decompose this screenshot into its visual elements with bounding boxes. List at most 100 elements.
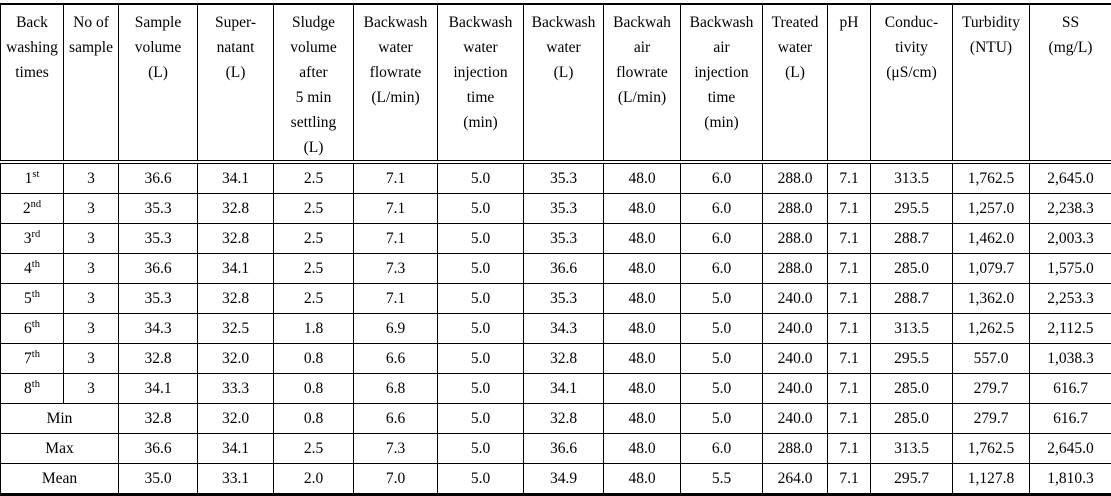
cell-backwash-water-injection-time: 5.0 bbox=[437, 283, 524, 314]
cell-ph: 7.1 bbox=[827, 193, 871, 224]
cell-backwash-air-injection-time: 5.0 bbox=[680, 373, 763, 404]
cell-supernatant: 32.8 bbox=[197, 193, 274, 224]
cell-sludge-volume-after-settling: 0.8 bbox=[273, 373, 354, 404]
cell-supernatant: 34.1 bbox=[197, 161, 274, 194]
cell-treated-water: 240.0 bbox=[762, 343, 828, 374]
column-header-sludge-volume-after-settling: Sludge volume after 5 min settling (L) bbox=[273, 3, 354, 164]
cell-no-of-sample: 3 bbox=[63, 373, 119, 404]
ordinal-number: 1 bbox=[24, 169, 33, 187]
cell-turbidity: 1,762.5 bbox=[952, 161, 1030, 194]
column-header-supernatant: Super- natant (L) bbox=[197, 3, 274, 164]
ordinal-number: 8 bbox=[24, 379, 32, 397]
cell-backwash-air-injection-time: 6.0 bbox=[680, 253, 763, 284]
cell-conductivity: 295.5 bbox=[870, 343, 953, 374]
column-header-sample-volume: Sample volume (L) bbox=[118, 3, 198, 164]
column-header-treated-water: Treated water (L) bbox=[762, 3, 828, 164]
cell-backwash-water: 32.8 bbox=[523, 403, 604, 434]
cell-backwash-air-injection-time: 6.0 bbox=[680, 433, 763, 464]
cell-backwash-water-injection-time: 5.0 bbox=[437, 403, 524, 434]
column-header-ss: SS (mg/L) bbox=[1029, 3, 1111, 164]
table-row-4th: 4th 3 36.6 34.1 2.5 7.3 5.0 36.6 48.0 6.0 288.0 7.1… bbox=[0, 253, 1111, 284]
cell-ph: 7.1 bbox=[827, 313, 871, 344]
column-header-backwash-air-injection-time: Backwash air injection time (min) bbox=[680, 3, 763, 164]
cell-sample-volume: 35.3 bbox=[118, 223, 198, 254]
table-data-body: 1st 3 36.6 34.1 2.5 7.1 5.0 35.3 48.0 6.0 288.0 7.1… bbox=[0, 161, 1111, 404]
ordinal-suffix: th bbox=[31, 288, 40, 300]
cell-ss: 2,003.3 bbox=[1029, 223, 1111, 254]
row-label-backwashing-time: 8th bbox=[0, 373, 64, 404]
cell-backwash-water-flowrate: 6.6 bbox=[353, 403, 438, 434]
cell-backwash-air-flowrate: 48.0 bbox=[603, 223, 681, 254]
cell-no-of-sample: 3 bbox=[63, 343, 119, 374]
ordinal-suffix: th bbox=[31, 348, 40, 360]
cell-ss: 616.7 bbox=[1029, 403, 1111, 434]
column-header-conductivity: Conduc- tivity (μS/cm) bbox=[870, 3, 953, 164]
cell-backwash-air-injection-time: 5.5 bbox=[680, 463, 763, 495]
cell-treated-water: 288.0 bbox=[762, 223, 828, 254]
row-label-backwashing-time: 2nd bbox=[0, 193, 64, 224]
cell-ss: 2,645.0 bbox=[1029, 433, 1111, 464]
cell-turbidity: 1,079.7 bbox=[952, 253, 1030, 284]
cell-ss: 2,238.3 bbox=[1029, 193, 1111, 224]
column-header-backwash-air-flowrate: Backwah air flowrate (L/min) bbox=[603, 3, 681, 164]
cell-supernatant: 34.1 bbox=[197, 253, 274, 284]
cell-backwash-water-flowrate: 7.3 bbox=[353, 433, 438, 464]
cell-sludge-volume-after-settling: 2.5 bbox=[273, 283, 354, 314]
cell-backwash-air-flowrate: 48.0 bbox=[603, 403, 681, 434]
cell-sludge-volume-after-settling: 2.5 bbox=[273, 253, 354, 284]
cell-no-of-sample: 3 bbox=[63, 193, 119, 224]
summary-row-min: Min 32.8 32.0 0.8 6.6 5.0 32.8 48.0 5.0 240.0 7.1 2… bbox=[0, 403, 1111, 434]
ordinal-suffix: th bbox=[31, 258, 40, 270]
cell-sludge-volume-after-settling: 2.5 bbox=[273, 433, 354, 464]
cell-treated-water: 240.0 bbox=[762, 283, 828, 314]
cell-backwash-water: 34.9 bbox=[523, 463, 604, 495]
cell-ph: 7.1 bbox=[827, 283, 871, 314]
cell-conductivity: 313.5 bbox=[870, 433, 953, 464]
cell-backwash-air-flowrate: 48.0 bbox=[603, 283, 681, 314]
cell-supernatant: 32.0 bbox=[197, 403, 274, 434]
table-row-5th: 5th 3 35.3 32.8 2.5 7.1 5.0 35.3 48.0 5.0 240.0 7.1… bbox=[0, 283, 1111, 314]
ordinal-suffix: st bbox=[32, 168, 40, 180]
cell-backwash-water-injection-time: 5.0 bbox=[437, 463, 524, 495]
ordinal-number: 6 bbox=[24, 319, 32, 337]
cell-sample-volume: 34.1 bbox=[118, 373, 198, 404]
cell-backwash-water-injection-time: 5.0 bbox=[437, 253, 524, 284]
cell-sample-volume: 32.8 bbox=[118, 343, 198, 374]
cell-ss: 2,253.3 bbox=[1029, 283, 1111, 314]
cell-supernatant: 32.5 bbox=[197, 313, 274, 344]
cell-backwash-water-injection-time: 5.0 bbox=[437, 433, 524, 464]
cell-conductivity: 313.5 bbox=[870, 313, 953, 344]
cell-turbidity: 279.7 bbox=[952, 373, 1030, 404]
cell-backwash-water: 35.3 bbox=[523, 283, 604, 314]
summary-row-label: Max bbox=[0, 433, 119, 464]
table-row-8th: 8th 3 34.1 33.3 0.8 6.8 5.0 34.1 48.0 5.0 240.0 7.1… bbox=[0, 373, 1111, 404]
cell-sludge-volume-after-settling: 2.5 bbox=[273, 223, 354, 254]
cell-conductivity: 295.7 bbox=[870, 463, 953, 495]
cell-backwash-air-flowrate: 48.0 bbox=[603, 253, 681, 284]
column-header-no-of-sample: No of sample bbox=[63, 3, 119, 164]
cell-treated-water: 288.0 bbox=[762, 193, 828, 224]
cell-sample-volume: 35.0 bbox=[118, 463, 198, 495]
cell-sludge-volume-after-settling: 0.8 bbox=[273, 343, 354, 374]
ordinal-suffix: th bbox=[31, 378, 40, 390]
row-label-backwashing-time: 7th bbox=[0, 343, 64, 374]
cell-backwash-water-flowrate: 6.6 bbox=[353, 343, 438, 374]
cell-backwash-air-flowrate: 48.0 bbox=[603, 433, 681, 464]
ordinal-suffix: rd bbox=[31, 228, 41, 240]
cell-backwash-water: 36.6 bbox=[523, 433, 604, 464]
cell-ph: 7.1 bbox=[827, 463, 871, 495]
cell-conductivity: 285.0 bbox=[870, 253, 953, 284]
cell-treated-water: 288.0 bbox=[762, 161, 828, 194]
cell-backwash-water-flowrate: 6.9 bbox=[353, 313, 438, 344]
cell-backwash-air-flowrate: 48.0 bbox=[603, 343, 681, 374]
ordinal-number: 3 bbox=[23, 229, 32, 247]
cell-turbidity: 557.0 bbox=[952, 343, 1030, 374]
cell-ph: 7.1 bbox=[827, 433, 871, 464]
cell-turbidity: 1,762.5 bbox=[952, 433, 1030, 464]
cell-backwash-water: 34.3 bbox=[523, 313, 604, 344]
cell-conductivity: 285.0 bbox=[870, 403, 953, 434]
cell-ss: 616.7 bbox=[1029, 373, 1111, 404]
cell-ss: 2,645.0 bbox=[1029, 161, 1111, 194]
cell-sample-volume: 36.6 bbox=[118, 433, 198, 464]
